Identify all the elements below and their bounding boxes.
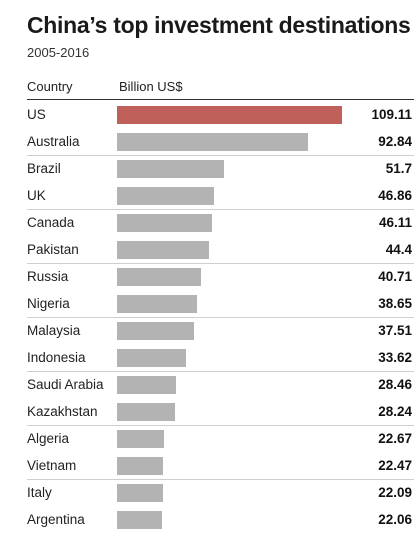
value-label: 37.51	[378, 323, 412, 338]
bar-row: Kazakhstan 28.24	[27, 399, 414, 426]
header-rule	[27, 99, 414, 100]
bar	[117, 349, 187, 367]
bar-row: Algeria 22.67	[27, 426, 414, 453]
chart-title: China’s top investment destinations	[27, 12, 411, 38]
country-label: Brazil	[27, 161, 61, 176]
value-label: 109.11	[371, 107, 412, 122]
country-label: Algeria	[27, 431, 70, 446]
bar-row: Nigeria 38.65	[27, 291, 414, 318]
bar-row: Malaysia 37.51	[27, 318, 414, 345]
country-label: UK	[27, 188, 46, 203]
row-divider	[27, 155, 414, 156]
bar-row: Argentina 22.06	[27, 507, 414, 534]
bar	[117, 241, 209, 259]
bar	[117, 484, 163, 502]
country-label: Italy	[27, 485, 52, 500]
value-label: 28.46	[378, 377, 412, 392]
value-label: 22.67	[378, 431, 412, 446]
bar-row: Russia 40.71	[27, 264, 414, 291]
value-column-header: Billion US$	[119, 79, 183, 94]
bar	[117, 295, 197, 313]
country-column-header: Country	[27, 79, 73, 94]
value-label: 22.47	[378, 458, 412, 473]
bar	[117, 133, 309, 151]
country-label: Indonesia	[27, 350, 86, 365]
bar	[117, 268, 201, 286]
country-label: Saudi Arabia	[27, 377, 104, 392]
bar-row: Vietnam 22.47	[27, 453, 414, 480]
country-label: US	[27, 107, 46, 122]
bar	[117, 511, 163, 529]
country-label: Vietnam	[27, 458, 77, 473]
row-divider	[27, 263, 414, 264]
bar-row: Indonesia 33.62	[27, 345, 414, 372]
country-label: Malaysia	[27, 323, 81, 338]
row-divider	[27, 209, 414, 210]
bar	[117, 214, 213, 232]
value-label: 44.4	[385, 242, 412, 257]
bar	[117, 376, 176, 394]
country-label: Australia	[27, 134, 80, 149]
country-label: Nigeria	[27, 296, 70, 311]
bar	[117, 187, 214, 205]
country-label: Kazakhstan	[27, 404, 98, 419]
row-divider	[27, 425, 414, 426]
row-divider	[27, 371, 414, 372]
bar	[117, 430, 164, 448]
country-label: Argentina	[27, 512, 85, 527]
row-divider	[27, 317, 414, 318]
bar-row: US 109.11	[27, 102, 414, 129]
value-label: 28.24	[378, 404, 412, 419]
chart-subtitle: 2005-2016	[27, 45, 90, 60]
country-label: Russia	[27, 269, 69, 284]
value-label: 46.11	[378, 215, 412, 230]
row-divider	[27, 479, 414, 480]
bar-row: Australia 92.84	[27, 129, 414, 156]
bar	[117, 457, 164, 475]
country-label: Pakistan	[27, 242, 79, 257]
value-label: 92.84	[378, 134, 412, 149]
value-label: 38.65	[378, 296, 412, 311]
value-label: 51.7	[385, 161, 412, 176]
value-label: 40.71	[378, 269, 412, 284]
country-label: Canada	[27, 215, 75, 230]
bar	[117, 322, 195, 340]
bar-row: Canada 46.11	[27, 210, 414, 237]
value-label: 22.06	[378, 512, 412, 527]
bar-row: Saudi Arabia 28.46	[27, 372, 414, 399]
bar-row: Italy 22.09	[27, 480, 414, 507]
value-label: 33.62	[378, 350, 412, 365]
value-label: 22.09	[378, 485, 412, 500]
bar	[117, 106, 342, 124]
bar-row: Pakistan 44.4	[27, 237, 414, 264]
bar	[117, 160, 224, 178]
bar-row: Brazil 51.7	[27, 156, 414, 183]
bar	[117, 403, 176, 421]
bar-row: UK 46.86	[27, 183, 414, 210]
value-label: 46.86	[378, 188, 412, 203]
